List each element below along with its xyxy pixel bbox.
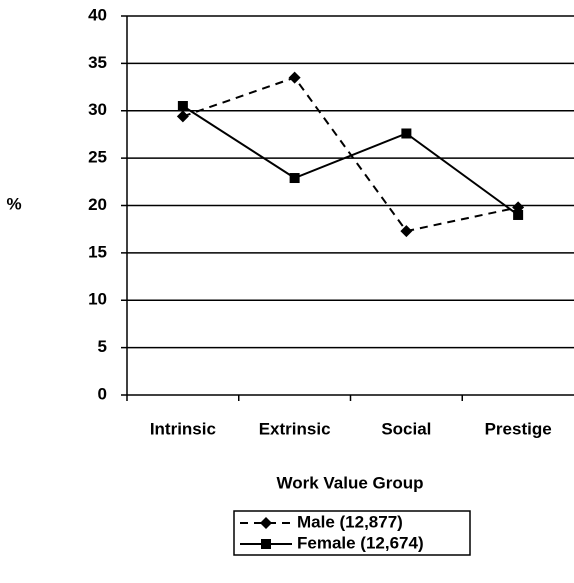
x-tick-label: Extrinsic	[259, 419, 331, 438]
data-point	[289, 173, 300, 184]
y-tick-label: 30	[88, 100, 107, 119]
y-tick-label: 40	[88, 5, 107, 24]
legend-label: Male (12,877)	[297, 512, 403, 531]
y-tick-label: 5	[98, 337, 107, 356]
data-point	[513, 209, 524, 220]
x-axis-title: Work Value Group	[276, 473, 423, 492]
x-tick-label: Prestige	[485, 419, 552, 438]
y-axis-title: %	[6, 194, 21, 213]
y-tick-label: 0	[98, 384, 107, 403]
legend-marker	[260, 517, 272, 529]
x-tick-label: Intrinsic	[150, 419, 216, 438]
data-point	[176, 110, 189, 123]
y-tick-label: 20	[88, 195, 107, 214]
legend-label: Female (12,674)	[297, 533, 424, 552]
data-point	[400, 225, 413, 238]
y-tick-label: 35	[88, 53, 107, 72]
series-line	[182, 76, 519, 233]
y-tick-label: 25	[88, 148, 107, 167]
data-point	[288, 71, 301, 84]
y-tick-label: 10	[88, 290, 107, 309]
y-tick-label: 15	[88, 242, 107, 261]
data-point	[401, 128, 412, 139]
legend-box	[233, 510, 471, 556]
x-tick-label: Social	[381, 419, 431, 438]
series-line	[182, 105, 519, 216]
data-point	[177, 101, 188, 112]
legend-marker	[261, 539, 271, 549]
